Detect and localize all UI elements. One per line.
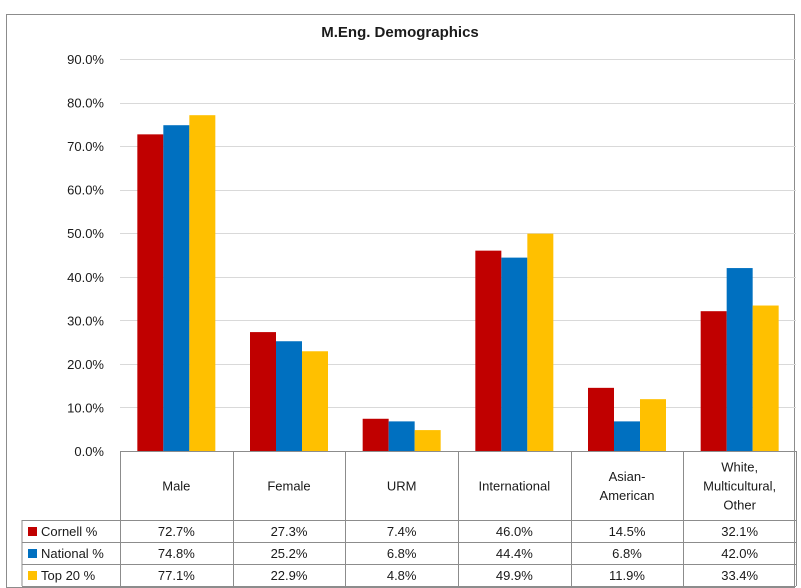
data-label: 44.4% xyxy=(496,546,533,561)
data-label: 4.8% xyxy=(387,568,417,583)
category-label: URM xyxy=(387,479,417,494)
chart-border xyxy=(6,14,795,588)
bar xyxy=(527,233,554,451)
bar xyxy=(475,250,502,451)
data-label: 77.1% xyxy=(158,568,195,583)
data-label: 6.8% xyxy=(387,546,417,561)
y-tick-label: 0.0% xyxy=(74,444,104,459)
data-table: Male Female URM International Asian- American… xyxy=(21,451,797,587)
category-label: Other xyxy=(723,498,756,513)
bar xyxy=(276,341,302,451)
y-tick-label: 60.0% xyxy=(67,183,104,198)
data-label: 11.9% xyxy=(609,568,645,583)
y-tick-label: 70.0% xyxy=(67,139,104,154)
data-label: 42.0% xyxy=(721,546,758,561)
bars-layer xyxy=(137,115,779,452)
data-label: 74.8% xyxy=(158,546,195,561)
data-label: 32.1% xyxy=(721,524,758,539)
grid-layer xyxy=(120,59,796,452)
y-tick-label: 50.0% xyxy=(67,226,104,241)
category-label: Multicultural, xyxy=(703,479,776,494)
y-tick-label: 90.0% xyxy=(67,52,104,67)
data-label: 6.8% xyxy=(612,546,642,561)
category-label: White, xyxy=(721,460,758,475)
bar xyxy=(137,134,164,451)
category-label: Asian- xyxy=(609,469,646,484)
y-axis-tick-labels: 0.0% 10.0% 20.0% 30.0% 40.0% 50.0% 60.0% 70.0% 8… xyxy=(67,52,104,459)
legend-key xyxy=(28,527,37,536)
legend-key xyxy=(28,571,37,580)
legend-label: Top 20 % xyxy=(41,568,96,583)
bar xyxy=(388,421,415,451)
data-label: 7.4% xyxy=(387,524,417,539)
category-label: Male xyxy=(162,479,190,494)
bar xyxy=(700,311,727,451)
data-label: 33.4% xyxy=(721,568,758,583)
legend-label: Cornell % xyxy=(41,524,98,539)
data-label: 25.2% xyxy=(271,546,308,561)
legend-label: National % xyxy=(41,546,104,561)
data-label: 14.5% xyxy=(609,524,646,539)
bar xyxy=(752,305,779,451)
category-label: Female xyxy=(267,479,310,494)
bar xyxy=(614,421,640,451)
data-label: 22.9% xyxy=(271,568,308,583)
legend-key xyxy=(28,549,37,558)
y-tick-label: 40.0% xyxy=(67,270,104,285)
data-label: 27.3% xyxy=(271,524,308,539)
category-label: International xyxy=(479,479,551,494)
y-tick-label: 30.0% xyxy=(67,313,104,328)
data-label: 49.9% xyxy=(496,568,533,583)
bar xyxy=(302,351,328,451)
category-label: American xyxy=(600,488,655,503)
bar xyxy=(414,430,441,451)
chart-title: M.Eng. Demographics xyxy=(321,24,479,41)
bar xyxy=(362,418,389,451)
bar xyxy=(726,268,753,451)
y-tick-label: 80.0% xyxy=(67,96,104,111)
bar xyxy=(163,125,190,452)
bar xyxy=(189,115,216,451)
y-tick-label: 10.0% xyxy=(67,400,104,415)
data-label: 46.0% xyxy=(496,524,533,539)
bar xyxy=(640,399,666,451)
bar xyxy=(501,257,528,451)
data-label: 72.7% xyxy=(158,524,195,539)
y-tick-label: 20.0% xyxy=(67,357,104,372)
bar xyxy=(250,332,276,451)
bar xyxy=(588,387,614,451)
